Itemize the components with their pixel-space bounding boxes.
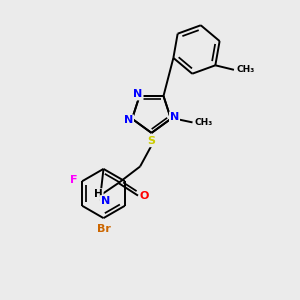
Text: F: F [70, 175, 77, 185]
Text: N: N [134, 89, 142, 100]
Text: CH₃: CH₃ [195, 118, 213, 127]
Text: N: N [124, 115, 133, 125]
Text: Br: Br [97, 224, 110, 234]
Text: CH₃: CH₃ [236, 65, 255, 74]
Text: S: S [148, 136, 155, 146]
Text: N: N [170, 112, 179, 122]
Text: O: O [140, 190, 149, 201]
Text: H: H [94, 189, 103, 199]
Text: N: N [101, 196, 110, 206]
